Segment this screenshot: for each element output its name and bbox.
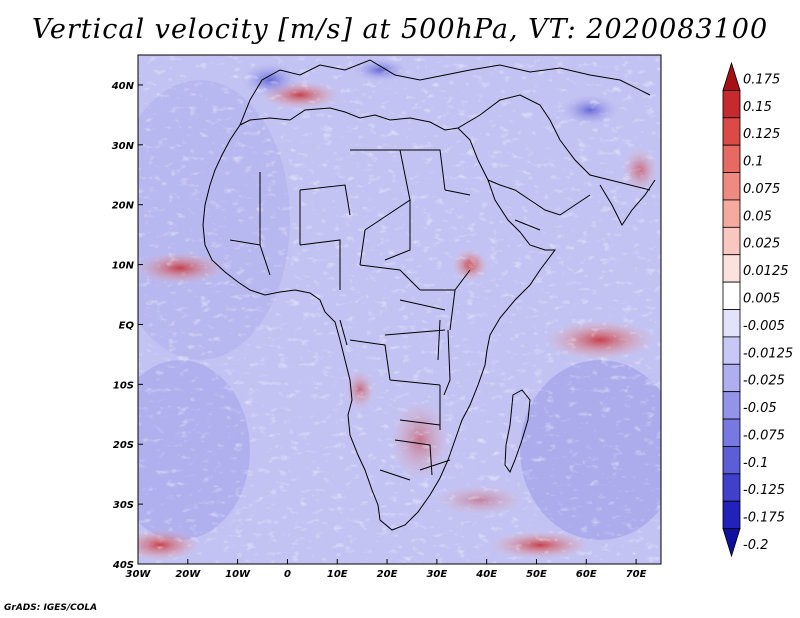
lon-tick-label: 10W bbox=[225, 569, 251, 580]
colorbar-label: -0.0125 bbox=[743, 346, 793, 361]
chart-title: Vertical velocity [m/s] at 500hPa, VT: 2… bbox=[31, 14, 769, 45]
colorbar-swatch bbox=[722, 391, 741, 420]
colorbar-label: 0.0125 bbox=[743, 264, 789, 279]
colorbar-label: 0.005 bbox=[743, 292, 780, 307]
colorbar-swatch bbox=[722, 473, 741, 502]
colorbar-swatch bbox=[722, 226, 741, 256]
lon-tick-label: 0 bbox=[284, 569, 291, 580]
lon-tick-label: 70E bbox=[626, 569, 647, 580]
colorbar-swatch bbox=[722, 281, 741, 310]
colorbar: 0.175 0.15 0.125 0.1 0.075 0.05 0.025 0.0125 0.0… bbox=[722, 61, 793, 558]
colorbar-swatch bbox=[722, 199, 741, 228]
colorbar-swatch bbox=[722, 254, 741, 283]
colorbar-label: -0.1 bbox=[743, 456, 768, 471]
colorbar-swatch bbox=[722, 528, 741, 558]
colorbar-label: -0.125 bbox=[743, 483, 785, 498]
colorbar-label: 0.15 bbox=[743, 100, 772, 115]
lon-tick-label: 20W bbox=[175, 569, 201, 580]
colorbar-label: 0.075 bbox=[743, 182, 780, 197]
colorbar-label: 0.025 bbox=[743, 237, 780, 252]
colorbar-swatch bbox=[722, 500, 741, 530]
lat-tick-label: 10N bbox=[112, 261, 135, 272]
colorbar-swatch bbox=[722, 446, 741, 475]
lat-tick-label: 20S bbox=[113, 440, 134, 451]
coastlines bbox=[202, 59, 656, 531]
lon-tick-label: 40E bbox=[475, 569, 497, 580]
lat-tick-label: 40S bbox=[112, 560, 134, 571]
lon-tick-label: 30E bbox=[426, 569, 447, 580]
colorbar-label: 0.05 bbox=[743, 209, 772, 224]
lon-tick-label: 10E bbox=[327, 569, 348, 580]
colorbar-label: -0.005 bbox=[743, 319, 785, 334]
lat-tick-label: 10S bbox=[113, 380, 134, 391]
colorbar-swatch bbox=[722, 172, 741, 201]
colorbar-label: -0.2 bbox=[743, 538, 768, 553]
colorbar-swatch bbox=[722, 117, 741, 146]
lon-tick-label: 60E bbox=[576, 569, 597, 580]
lon-tick-label: 20E bbox=[377, 569, 398, 580]
colorbar-label: 0.175 bbox=[743, 72, 780, 87]
velocity-field bbox=[138, 55, 661, 564]
lat-tick-label: EQ bbox=[119, 320, 135, 331]
lon-tick-label: 30W bbox=[126, 569, 152, 580]
colorbar-label: 0.125 bbox=[743, 127, 780, 142]
colorbar-swatch bbox=[722, 89, 741, 119]
grads-credit: GrADS: IGES/COLA bbox=[4, 603, 98, 613]
lon-tick-label: 50E bbox=[526, 569, 547, 580]
map-frame bbox=[137, 54, 662, 565]
colorbar-swatch bbox=[722, 309, 741, 338]
colorbar-label: -0.075 bbox=[743, 428, 785, 443]
colorbar-swatch bbox=[722, 336, 741, 365]
colorbar-swatch bbox=[722, 144, 741, 173]
lat-tick-label: 20N bbox=[112, 201, 135, 212]
colorbar-label: -0.025 bbox=[743, 374, 785, 389]
colorbar-label: 0.1 bbox=[743, 155, 764, 170]
colorbar-swatch bbox=[722, 363, 741, 393]
lat-tick-label: 40N bbox=[111, 81, 135, 92]
lat-tick-label: 30S bbox=[113, 500, 134, 511]
colorbar-label: -0.05 bbox=[743, 401, 777, 416]
colorbar-swatch bbox=[722, 61, 741, 91]
lat-tick-label: 30N bbox=[112, 141, 135, 152]
colorbar-swatch bbox=[722, 418, 741, 447]
colorbar-label: -0.175 bbox=[743, 511, 785, 526]
